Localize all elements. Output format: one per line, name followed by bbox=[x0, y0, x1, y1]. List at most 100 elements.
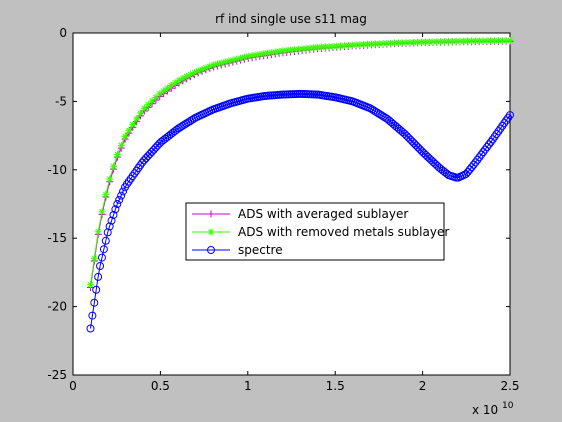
data-point bbox=[287, 46, 295, 54]
data-point bbox=[444, 37, 452, 45]
data-point bbox=[468, 37, 476, 45]
legend-entry: spectre bbox=[192, 243, 283, 257]
data-point bbox=[237, 54, 245, 62]
data-point bbox=[213, 60, 221, 68]
data-point bbox=[111, 205, 120, 214]
y-tick-label: -5 bbox=[55, 94, 67, 108]
data-point bbox=[437, 38, 445, 46]
data-point bbox=[221, 58, 229, 66]
legend-entry: ADS with removed metals sublayer bbox=[192, 225, 449, 239]
data-point bbox=[110, 162, 118, 170]
data-point bbox=[360, 40, 368, 48]
data-point bbox=[475, 153, 484, 162]
data-point bbox=[121, 132, 129, 140]
data-point bbox=[97, 253, 106, 262]
data-point bbox=[233, 55, 241, 63]
data-point bbox=[107, 216, 116, 225]
data-point bbox=[190, 68, 198, 76]
data-point bbox=[441, 38, 449, 46]
data-point bbox=[417, 38, 425, 46]
data-point bbox=[306, 44, 314, 52]
data-point bbox=[106, 175, 114, 183]
data-point bbox=[448, 37, 456, 45]
data-point bbox=[260, 50, 268, 58]
x-exponent-base: x 10 bbox=[472, 403, 498, 417]
data-point bbox=[148, 97, 156, 105]
data-point bbox=[310, 44, 318, 52]
data-point bbox=[500, 119, 509, 128]
data-point bbox=[198, 65, 206, 73]
data-point bbox=[183, 72, 191, 80]
x-tick-label: 2.5 bbox=[500, 379, 519, 393]
data-point bbox=[187, 70, 195, 78]
data-point bbox=[477, 150, 486, 159]
data-point bbox=[317, 43, 325, 51]
data-point bbox=[167, 82, 175, 90]
data-point bbox=[494, 37, 502, 45]
x-exponent-power: 10 bbox=[502, 401, 514, 411]
data-point bbox=[102, 190, 110, 198]
data-point bbox=[371, 40, 379, 48]
data-point bbox=[256, 50, 264, 58]
data-point bbox=[473, 155, 482, 164]
data-point bbox=[290, 46, 298, 54]
data-point bbox=[394, 39, 402, 47]
data-point bbox=[456, 37, 464, 45]
data-point bbox=[124, 177, 133, 186]
data-point bbox=[271, 48, 279, 56]
data-point bbox=[298, 45, 306, 53]
data-point bbox=[92, 285, 101, 294]
data-point bbox=[502, 116, 511, 125]
data-point bbox=[391, 39, 399, 47]
data-point bbox=[283, 46, 291, 54]
series-1 bbox=[86, 37, 514, 289]
data-point bbox=[252, 51, 260, 59]
y-axis: -25 -20 -15 -10 -5 0 bbox=[47, 26, 510, 382]
data-point bbox=[117, 191, 126, 200]
data-point bbox=[491, 37, 499, 45]
data-point bbox=[479, 148, 488, 157]
series-2 bbox=[86, 89, 514, 333]
data-point bbox=[122, 180, 131, 189]
data-point bbox=[356, 41, 364, 49]
data-point bbox=[194, 67, 202, 75]
data-point bbox=[502, 37, 510, 45]
data-point bbox=[425, 38, 433, 46]
data-point bbox=[487, 37, 495, 45]
legend-marker bbox=[207, 228, 215, 236]
data-point bbox=[488, 135, 497, 144]
data-point bbox=[279, 47, 287, 55]
legend-label: ADS with removed metals sublayer bbox=[238, 225, 449, 239]
data-point bbox=[367, 40, 375, 48]
data-point bbox=[475, 37, 483, 45]
data-point bbox=[240, 53, 248, 61]
data-point bbox=[225, 57, 233, 65]
y-tick-label: -25 bbox=[47, 368, 67, 382]
data-point bbox=[467, 163, 476, 172]
data-point bbox=[479, 37, 487, 45]
data-point bbox=[341, 42, 349, 50]
legend-entry: ADS with averaged sublayer bbox=[192, 207, 408, 221]
data-point bbox=[136, 161, 145, 170]
data-point bbox=[464, 37, 472, 45]
data-point bbox=[94, 228, 102, 236]
data-point bbox=[105, 222, 114, 231]
data-point bbox=[90, 298, 99, 307]
data-point bbox=[101, 236, 110, 245]
x-tick-label: 1.5 bbox=[326, 379, 345, 393]
data-point bbox=[210, 61, 218, 69]
data-point bbox=[387, 39, 395, 47]
data-point bbox=[379, 39, 387, 47]
legend-label: spectre bbox=[238, 243, 283, 257]
data-point bbox=[302, 45, 310, 53]
data-point bbox=[156, 90, 164, 98]
data-point bbox=[471, 37, 479, 45]
data-point bbox=[421, 38, 429, 46]
data-point bbox=[469, 160, 478, 169]
data-point bbox=[398, 39, 406, 47]
data-point bbox=[496, 124, 505, 133]
y-tick-label: 0 bbox=[59, 26, 67, 40]
data-point bbox=[86, 324, 95, 333]
data-point bbox=[294, 45, 302, 53]
